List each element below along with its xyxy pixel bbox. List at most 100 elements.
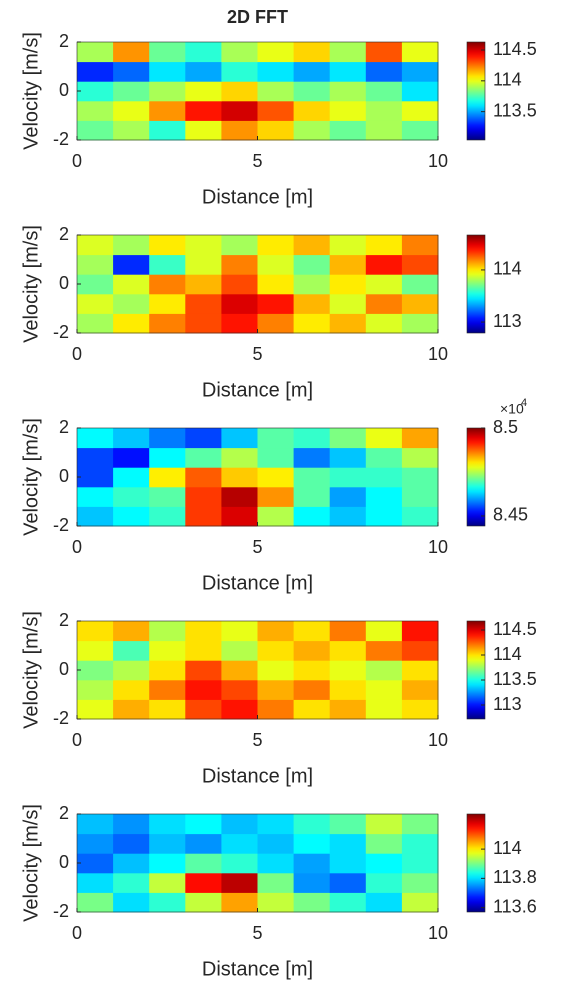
heatmap-cell	[113, 660, 150, 681]
heatmap-cell	[77, 42, 114, 63]
heatmap-cell	[113, 679, 150, 700]
heatmap-cell	[257, 120, 295, 141]
heatmap-cell	[149, 274, 186, 295]
x-axis-label: Distance [m]	[202, 572, 313, 594]
heatmap-cell	[221, 447, 258, 468]
heatmap-cell	[149, 447, 186, 468]
x-tick-label: 5	[252, 923, 262, 943]
heatmap-cell	[257, 428, 295, 449]
heatmap-cell	[149, 313, 186, 334]
heatmap-cell	[257, 447, 295, 468]
heatmap-cell	[293, 120, 331, 141]
heatmap-cell	[185, 833, 222, 854]
heatmap-cell	[185, 621, 222, 642]
heatmap-cell	[329, 486, 367, 507]
heatmap-cell	[221, 313, 258, 334]
y-tick-label: -2	[53, 708, 69, 728]
colorbar-multiplier-exponent: 4	[521, 397, 527, 409]
heatmap-cell	[401, 833, 439, 854]
heatmap-cell	[221, 640, 258, 661]
heatmap-cell	[329, 274, 367, 295]
heatmap-cell	[185, 853, 222, 874]
heatmap-cell	[329, 467, 367, 488]
heatmap-cell	[365, 254, 403, 275]
heatmap-cell	[401, 486, 439, 507]
heatmap-cell	[185, 506, 222, 527]
heatmap-cell	[149, 42, 186, 63]
heatmap-cell	[221, 61, 258, 82]
heatmap-cell	[293, 833, 331, 854]
colorbar	[466, 813, 486, 913]
heatmap-cell	[77, 467, 114, 488]
heatmap-cell	[257, 833, 295, 854]
chart-title: 2D FFT	[227, 7, 288, 27]
heatmap-cell	[185, 679, 222, 700]
heatmap-cell	[329, 428, 367, 449]
heatmap-cell	[113, 313, 150, 334]
heatmap-cell	[113, 235, 150, 256]
heatmap-cell	[401, 42, 439, 63]
y-tick-label: -2	[53, 901, 69, 921]
heatmap-cell	[365, 235, 403, 256]
heatmap-cell	[329, 872, 367, 893]
heatmap-cell	[365, 660, 403, 681]
x-tick-label: 0	[72, 344, 82, 364]
heatmap-cell	[293, 660, 331, 681]
heatmap-cell	[401, 428, 439, 449]
heatmap-cell	[329, 313, 367, 334]
heatmap-cell	[401, 254, 439, 275]
y-tick-label: 0	[59, 659, 69, 679]
heatmap-cell	[365, 853, 403, 874]
heatmap-cell	[149, 814, 186, 835]
heatmap-cell	[149, 486, 186, 507]
heatmap-cell	[365, 486, 403, 507]
heatmap-cell	[365, 621, 403, 642]
heatmap-cell	[401, 100, 439, 121]
heatmap-cell	[221, 42, 258, 63]
heatmap-cell	[185, 447, 222, 468]
heatmap-cell	[185, 254, 222, 275]
heatmap-cell	[149, 293, 186, 314]
heatmap-cell	[257, 42, 295, 63]
heatmap-cell	[401, 660, 439, 681]
heatmap-cell	[293, 100, 331, 121]
heatmap-cell	[149, 428, 186, 449]
heatmap-cell	[293, 506, 331, 527]
heatmap-cell	[293, 814, 331, 835]
heatmap-cell	[149, 506, 186, 527]
heatmap-cell	[77, 100, 114, 121]
heatmap-cell	[329, 621, 367, 642]
heatmap-cell	[149, 235, 186, 256]
heatmap-cell	[401, 313, 439, 334]
heatmap-cell	[185, 892, 222, 913]
heatmap-cell	[185, 235, 222, 256]
heatmap-cell	[113, 467, 150, 488]
heatmap-cell	[257, 61, 295, 82]
heatmap-cell	[149, 853, 186, 874]
heatmap-cell	[365, 428, 403, 449]
heatmap-cell	[401, 814, 439, 835]
heatmap-cell	[113, 254, 150, 275]
heatmap-cell	[401, 81, 439, 102]
heatmap-cell	[257, 486, 295, 507]
heatmap-cell	[77, 679, 114, 700]
x-tick-label: 10	[428, 537, 448, 557]
heatmap-cell	[221, 699, 258, 720]
heatmap-cell	[113, 120, 150, 141]
heatmap-cell	[329, 892, 367, 913]
heatmap-cell	[293, 42, 331, 63]
heatmap-cell	[257, 506, 295, 527]
heatmap-cell	[185, 120, 222, 141]
y-tick-label: 2	[59, 417, 69, 437]
heatmap-cell	[329, 506, 367, 527]
heatmap-cell	[185, 293, 222, 314]
heatmap-cell	[149, 81, 186, 102]
heatmap-cell	[257, 621, 295, 642]
heatmap-cell	[113, 486, 150, 507]
heatmap-cell	[77, 120, 114, 141]
heatmap-cell	[77, 235, 114, 256]
heatmap-cell	[149, 100, 186, 121]
heatmap-cell	[221, 254, 258, 275]
heatmap-cell	[221, 120, 258, 141]
